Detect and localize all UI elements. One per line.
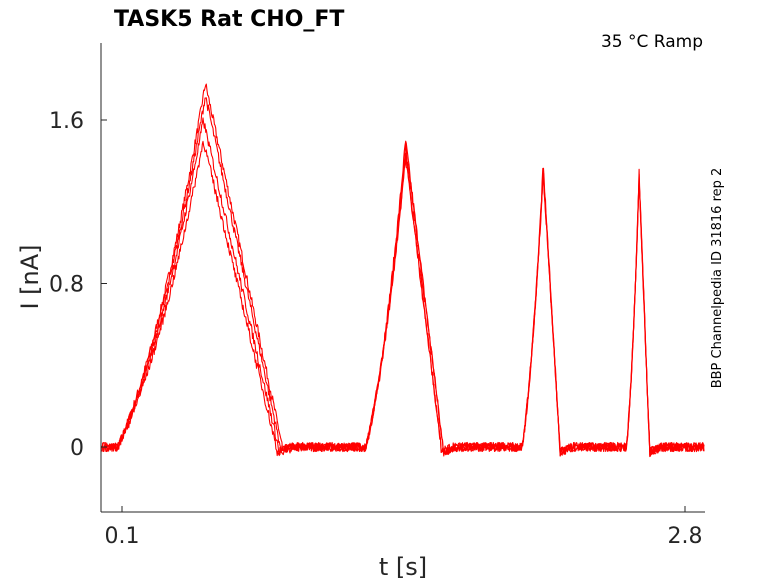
chart-title: TASK5 Rat CHO_FT: [114, 7, 344, 32]
condition-annotation: 35 °C Ramp: [601, 32, 703, 52]
current-traces: [101, 83, 705, 458]
y-tick-label: 0: [70, 436, 84, 461]
y-axis-label: I [nA]: [16, 244, 44, 309]
plot-area: 0 0.8 1.6 0.1 2.8: [49, 43, 705, 549]
x-axis-label: t [s]: [379, 553, 427, 581]
x-tick-label: 0.1: [105, 524, 140, 549]
y-tick-label: 0.8: [49, 273, 84, 298]
current-trace-line: [101, 140, 705, 457]
y-tick-label: 1.6: [49, 109, 84, 134]
ticks: 0 0.8 1.6 0.1 2.8: [49, 109, 703, 549]
axes: [100, 43, 705, 513]
x-tick-label: 2.8: [668, 524, 703, 549]
source-id-label: BBP Channelpedia ID 31816 rep 2: [710, 168, 725, 389]
